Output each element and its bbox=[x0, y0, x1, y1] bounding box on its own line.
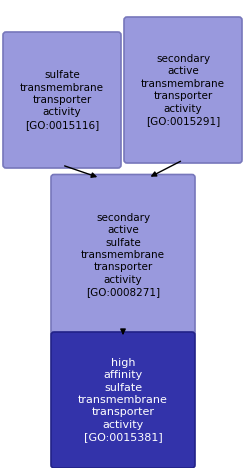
FancyBboxPatch shape bbox=[51, 175, 195, 336]
FancyBboxPatch shape bbox=[124, 17, 242, 163]
Text: high
affinity
sulfate
transmembrane
transporter
activity
[GO:0015381]: high affinity sulfate transmembrane tran… bbox=[78, 358, 168, 442]
FancyBboxPatch shape bbox=[51, 332, 195, 468]
Text: sulfate
transmembrane
transporter
activity
[GO:0015116]: sulfate transmembrane transporter activi… bbox=[20, 70, 104, 130]
Text: secondary
active
transmembrane
transporter
activity
[GO:0015291]: secondary active transmembrane transport… bbox=[141, 54, 225, 126]
FancyBboxPatch shape bbox=[3, 32, 121, 168]
Text: secondary
active
sulfate
transmembrane
transporter
activity
[GO:0008271]: secondary active sulfate transmembrane t… bbox=[81, 213, 165, 297]
